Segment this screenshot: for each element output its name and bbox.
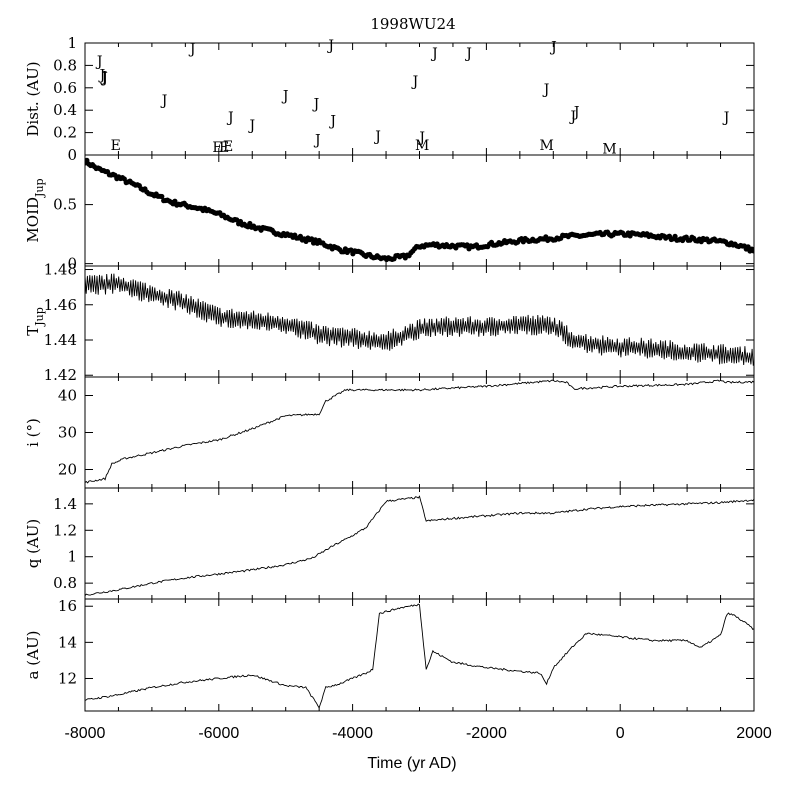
encounter-marker: J — [417, 130, 425, 146]
encounter-marker: E — [111, 138, 121, 154]
encounter-marker: J — [160, 93, 168, 109]
y-tick-label: 0.4 — [53, 101, 77, 119]
panel-a: 12 14 16 a (AU) — [24, 597, 755, 712]
y-axis-label-subscript: Jup — [33, 178, 46, 198]
y-tick-label: 0 — [67, 255, 77, 273]
encounter-marker: J — [100, 71, 108, 87]
panel-moid: 0 0.5 MOIDJup — [24, 154, 755, 273]
x-tick-label: 2000 — [736, 725, 772, 742]
y-tick-label: 0.2 — [53, 124, 77, 142]
y-tick-label: 0.8 — [53, 56, 77, 74]
series-line-q — [85, 495, 754, 596]
encounter-marker: M — [415, 138, 429, 154]
encounter-marker: J — [464, 46, 472, 62]
encounter-marker: J — [247, 118, 255, 134]
x-axis-label: Time (yr AD) — [367, 755, 456, 772]
y-tick-label: 40 — [58, 387, 77, 405]
panel-frame — [84, 376, 755, 489]
encounter-marker: E — [223, 139, 233, 155]
encounter-marker: J — [98, 67, 106, 83]
encounter-marker: J — [226, 110, 234, 126]
panel-frame — [84, 598, 755, 712]
y-tick-label: 1.48 — [44, 261, 77, 279]
y-tick-label: 20 — [58, 461, 77, 479]
encounter-marker: J — [312, 96, 320, 112]
y-tick-label: 0.8 — [53, 574, 77, 592]
y-tick-label: 0 — [67, 146, 77, 164]
encounter-marker: J — [549, 39, 557, 55]
encounter-marker: J — [542, 82, 550, 98]
encounter-marker: J — [373, 129, 381, 145]
x-tick-label: -6000 — [198, 725, 239, 742]
moid-point — [751, 248, 754, 254]
encounter-marker: J — [722, 110, 730, 126]
encounter-marker: M — [602, 141, 616, 157]
encounter-marker: J — [430, 46, 438, 62]
encounter-marker: E — [219, 140, 229, 156]
panel-incl: 20 30 40 i (°) — [24, 376, 755, 489]
moid-point — [159, 193, 165, 200]
moid-dots — [85, 157, 754, 263]
y-tick-label: 1.42 — [44, 366, 77, 384]
series-line-incl — [85, 379, 754, 484]
chart-title: 1998WU24 — [370, 15, 455, 33]
y-tick-label: 14 — [58, 633, 77, 651]
y-axis-label: MOIDJup — [24, 178, 46, 242]
encounter-marker: J — [569, 109, 577, 125]
y-tick-label: 1.2 — [53, 521, 77, 539]
series-line-a — [85, 603, 754, 709]
y-tick-label: 1.46 — [44, 296, 77, 314]
encounter-marker: J — [326, 38, 334, 54]
y-tick-label: 0.5 — [53, 196, 77, 214]
encounter-marker: M — [539, 138, 553, 154]
moid-point — [672, 233, 678, 239]
x-tick-label: 0 — [616, 725, 625, 742]
y-axis-label: a (AU) — [24, 631, 42, 680]
encounter-marker: J — [100, 70, 108, 86]
encounter-marker: E — [212, 140, 222, 156]
y-tick-label: 30 — [58, 424, 77, 442]
encounter-marker: J — [328, 113, 336, 129]
encounter-marker: J — [281, 89, 289, 105]
y-tick-label: 1 — [67, 548, 77, 566]
y-tick-label: 0.6 — [53, 79, 77, 97]
panel-frame — [84, 487, 755, 600]
panel-q: 0.8 1 1.2 1.4 q (AU) — [24, 487, 755, 600]
x-tick-label: -8000 — [65, 725, 106, 742]
encounter-marker: J — [313, 132, 321, 148]
x-tick-label: -2000 — [466, 725, 507, 742]
encounter-marker: J — [188, 42, 196, 58]
y-tick-label: 16 — [58, 597, 77, 615]
encounter-marker: J — [95, 54, 103, 70]
y-tick-label: 12 — [58, 669, 77, 687]
y-tick-label: 1.4 — [53, 495, 77, 513]
y-axis-label-subscript: Jup — [33, 307, 46, 327]
encounter-marker: J — [411, 74, 419, 90]
y-tick-label: 1 — [67, 34, 77, 52]
y-axis-label: Dist. (AU) — [24, 61, 42, 136]
series-line-tjup — [85, 273, 754, 366]
y-axis-label: q (AU) — [24, 519, 42, 569]
encounter-marker: J — [572, 104, 580, 120]
moid-point — [745, 244, 751, 250]
x-tick-label: -4000 — [332, 725, 373, 742]
y-tick-label: 1.44 — [44, 331, 77, 349]
moid-point — [172, 198, 178, 204]
y-axis-label: i (°) — [24, 418, 42, 447]
